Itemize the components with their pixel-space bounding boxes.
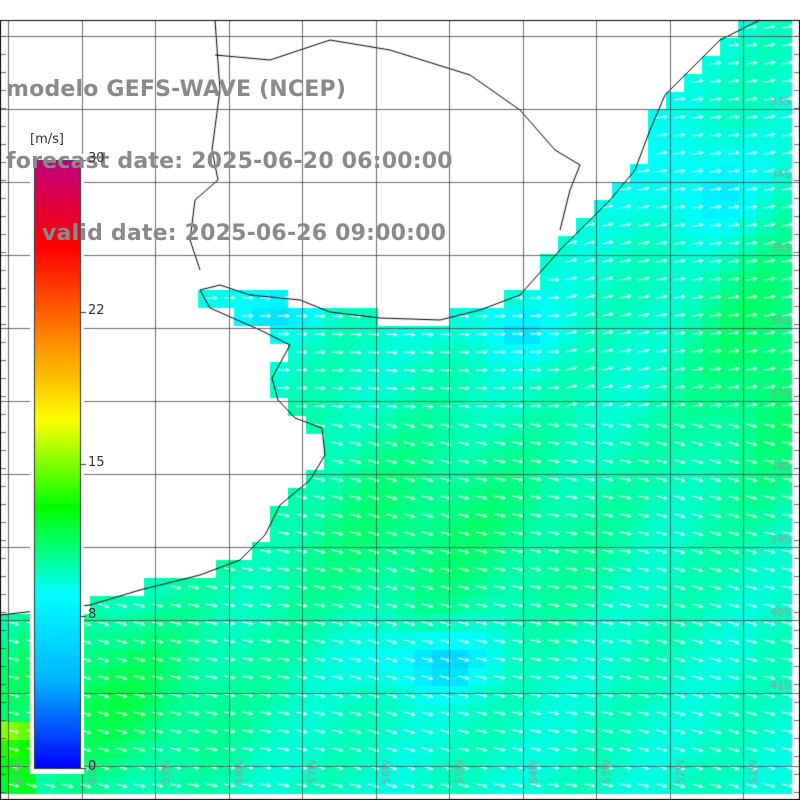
map-title: modelo GEFS-WAVE (NCEP) forecast date: 2… xyxy=(6,30,453,270)
title-model: modelo GEFS-WAVE (NCEP) xyxy=(6,77,347,102)
title-forecast-date: forecast date: 2025-06-20 06:00:00 xyxy=(6,149,453,174)
colorbar-tick-22: 22 xyxy=(88,303,105,318)
colorbar-unit: [m/s] xyxy=(30,132,64,147)
colorbar-tick-15: 15 xyxy=(88,455,105,470)
title-valid-date: valid date: 2025-06-26 09:00:00 xyxy=(42,221,447,246)
colorbar-tick-30: 30 xyxy=(88,151,105,166)
colorbar-tick-8: 8 xyxy=(88,607,97,622)
colorbar-tick-0: 0 xyxy=(88,759,97,774)
